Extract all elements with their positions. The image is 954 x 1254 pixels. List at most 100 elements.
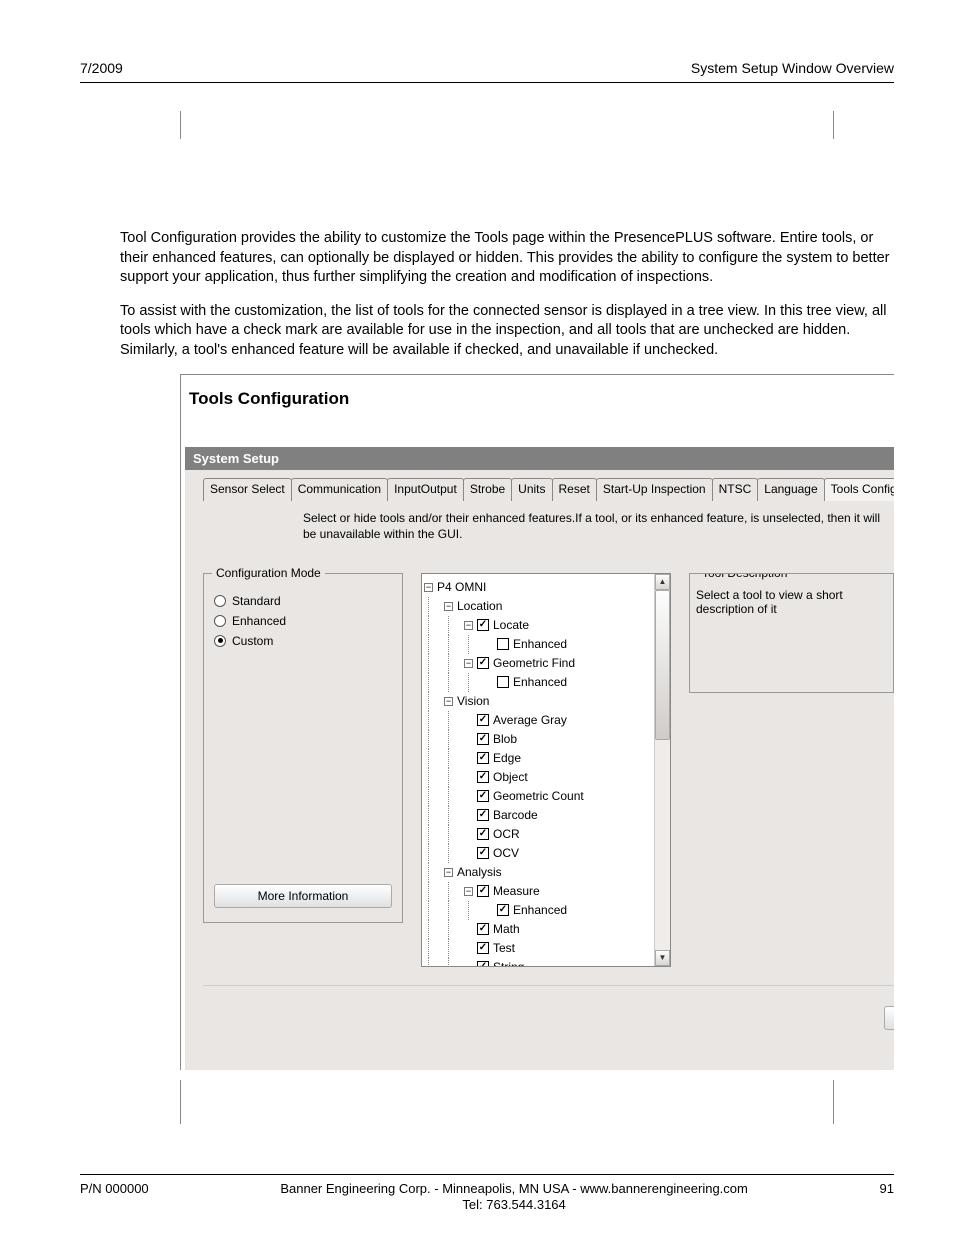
tree-node-p4-omni[interactable]: −P4 OMNI bbox=[424, 578, 652, 597]
tree-node-analysis[interactable]: −Analysis bbox=[424, 863, 652, 882]
tree-node-label: Average Gray bbox=[493, 711, 567, 730]
footer-tel: Tel: 763.544.3164 bbox=[149, 1197, 880, 1214]
radio-label: Enhanced bbox=[232, 614, 286, 628]
tree-node-label: Enhanced bbox=[513, 901, 567, 920]
tab-sensor-select[interactable]: Sensor Select bbox=[203, 478, 292, 501]
tree-node-label: Math bbox=[493, 920, 520, 939]
tree-node-string[interactable]: String bbox=[424, 958, 652, 966]
tab-strobe[interactable]: Strobe bbox=[463, 478, 512, 501]
checkbox-icon[interactable] bbox=[477, 657, 489, 669]
config-mode-legend: Configuration Mode bbox=[212, 566, 325, 580]
page-footer: P/N 000000 Banner Engineering Corp. - Mi… bbox=[80, 1181, 894, 1215]
checkbox-icon[interactable] bbox=[497, 676, 509, 688]
checkbox-icon[interactable] bbox=[477, 790, 489, 802]
tree-node-object[interactable]: Object bbox=[424, 768, 652, 787]
tree-node-vision[interactable]: −Vision bbox=[424, 692, 652, 711]
tree-node-ocv[interactable]: OCV bbox=[424, 844, 652, 863]
figure-frame: Tools Configuration System Setup Sensor … bbox=[180, 374, 894, 1069]
radio-enhanced[interactable]: Enhanced bbox=[214, 614, 392, 628]
tree-node-enhanced[interactable]: Enhanced bbox=[424, 901, 652, 920]
header-title: System Setup Window Overview bbox=[691, 60, 894, 76]
tree-node-blob[interactable]: Blob bbox=[424, 730, 652, 749]
tab-units[interactable]: Units bbox=[511, 478, 552, 501]
footer-page-number: 91 bbox=[880, 1181, 894, 1196]
tool-tree[interactable]: −P4 OMNI−Location−LocateEnhanced−Geometr… bbox=[421, 573, 671, 967]
lower-frame-fragment bbox=[180, 1080, 834, 1124]
checkbox-icon[interactable] bbox=[477, 809, 489, 821]
section-title: Tools Configuration bbox=[189, 389, 894, 409]
checkbox-icon[interactable] bbox=[477, 923, 489, 935]
scroll-down-button[interactable]: ▼ bbox=[655, 950, 670, 966]
expander-icon[interactable]: − bbox=[464, 621, 473, 630]
tree-node-ocr[interactable]: OCR bbox=[424, 825, 652, 844]
more-information-button[interactable]: More Information bbox=[214, 884, 392, 908]
tree-node-label: Blob bbox=[493, 730, 517, 749]
tree-scrollbar[interactable]: ▲ ▼ bbox=[654, 574, 670, 966]
tab-bar: Sensor SelectCommunicationInputOutputStr… bbox=[203, 478, 894, 501]
checkbox-icon[interactable] bbox=[477, 885, 489, 897]
radio-standard[interactable]: Standard bbox=[214, 594, 392, 608]
instruction-text: Select or hide tools and/or their enhanc… bbox=[303, 511, 894, 542]
checkbox-icon[interactable] bbox=[477, 714, 489, 726]
tree-node-label: Geometric Find bbox=[493, 654, 575, 673]
tool-description-text: Select a tool to view a short descriptio… bbox=[696, 588, 887, 616]
upper-frame-fragment bbox=[180, 111, 834, 139]
tree-node-label: Geometric Count bbox=[493, 787, 584, 806]
radio-circle-icon bbox=[214, 635, 226, 647]
tab-tools-configurat[interactable]: Tools Configurat bbox=[824, 478, 894, 501]
tree-node-enhanced[interactable]: Enhanced bbox=[424, 635, 652, 654]
separator-line bbox=[203, 985, 894, 986]
scroll-track[interactable] bbox=[655, 590, 670, 950]
tree-node-label: Vision bbox=[457, 692, 489, 711]
tree-node-label: Enhanced bbox=[513, 673, 567, 692]
expander-icon[interactable]: − bbox=[444, 602, 453, 611]
tab-language[interactable]: Language bbox=[757, 478, 824, 501]
checkbox-icon[interactable] bbox=[477, 619, 489, 631]
checkbox-icon[interactable] bbox=[497, 638, 509, 650]
tab-communication[interactable]: Communication bbox=[291, 478, 388, 501]
tree-node-average-gray[interactable]: Average Gray bbox=[424, 711, 652, 730]
tree-node-label: Locate bbox=[493, 616, 529, 635]
tab-reset[interactable]: Reset bbox=[552, 478, 597, 501]
expander-icon[interactable]: − bbox=[444, 868, 453, 877]
tree-node-label: OCV bbox=[493, 844, 519, 863]
checkbox-icon[interactable] bbox=[477, 733, 489, 745]
tab-start-up-inspection[interactable]: Start-Up Inspection bbox=[596, 478, 713, 501]
scroll-up-button[interactable]: ▲ bbox=[655, 574, 670, 590]
radio-circle-icon bbox=[214, 595, 226, 607]
tree-node-geometric-count[interactable]: Geometric Count bbox=[424, 787, 652, 806]
tree-node-barcode[interactable]: Barcode bbox=[424, 806, 652, 825]
tree-node-label: OCR bbox=[493, 825, 520, 844]
checkbox-icon[interactable] bbox=[477, 828, 489, 840]
tree-node-label: Edge bbox=[493, 749, 521, 768]
header-date: 7/2009 bbox=[80, 60, 123, 76]
expander-icon[interactable]: − bbox=[444, 697, 453, 706]
tree-node-test[interactable]: Test bbox=[424, 939, 652, 958]
checkbox-icon[interactable] bbox=[477, 771, 489, 783]
expander-icon[interactable]: − bbox=[424, 583, 433, 592]
tree-node-label: Location bbox=[457, 597, 502, 616]
footer-pn: P/N 000000 bbox=[80, 1181, 149, 1196]
tree-node-location[interactable]: −Location bbox=[424, 597, 652, 616]
expander-icon[interactable]: − bbox=[464, 887, 473, 896]
intro-paragraph-2: To assist with the customization, the li… bbox=[120, 302, 894, 361]
checkbox-icon[interactable] bbox=[497, 904, 509, 916]
radio-custom[interactable]: Custom bbox=[214, 634, 392, 648]
truncated-button[interactable] bbox=[884, 1006, 894, 1030]
tree-node-locate[interactable]: − Locate bbox=[424, 616, 652, 635]
checkbox-icon[interactable] bbox=[477, 752, 489, 764]
expander-icon[interactable]: − bbox=[464, 659, 473, 668]
tree-node-measure[interactable]: − Measure bbox=[424, 882, 652, 901]
scroll-thumb[interactable] bbox=[655, 590, 670, 740]
checkbox-icon[interactable] bbox=[477, 942, 489, 954]
tab-ntsc[interactable]: NTSC bbox=[712, 478, 759, 501]
tree-node-label: Measure bbox=[493, 882, 540, 901]
tab-inputoutput[interactable]: InputOutput bbox=[387, 478, 464, 501]
tree-node-math[interactable]: Math bbox=[424, 920, 652, 939]
tree-node-enhanced[interactable]: Enhanced bbox=[424, 673, 652, 692]
checkbox-icon[interactable] bbox=[477, 847, 489, 859]
checkbox-icon[interactable] bbox=[477, 961, 489, 966]
tool-description-legend: Tool Description bbox=[698, 573, 791, 580]
tree-node-geometric-find[interactable]: − Geometric Find bbox=[424, 654, 652, 673]
tree-node-edge[interactable]: Edge bbox=[424, 749, 652, 768]
